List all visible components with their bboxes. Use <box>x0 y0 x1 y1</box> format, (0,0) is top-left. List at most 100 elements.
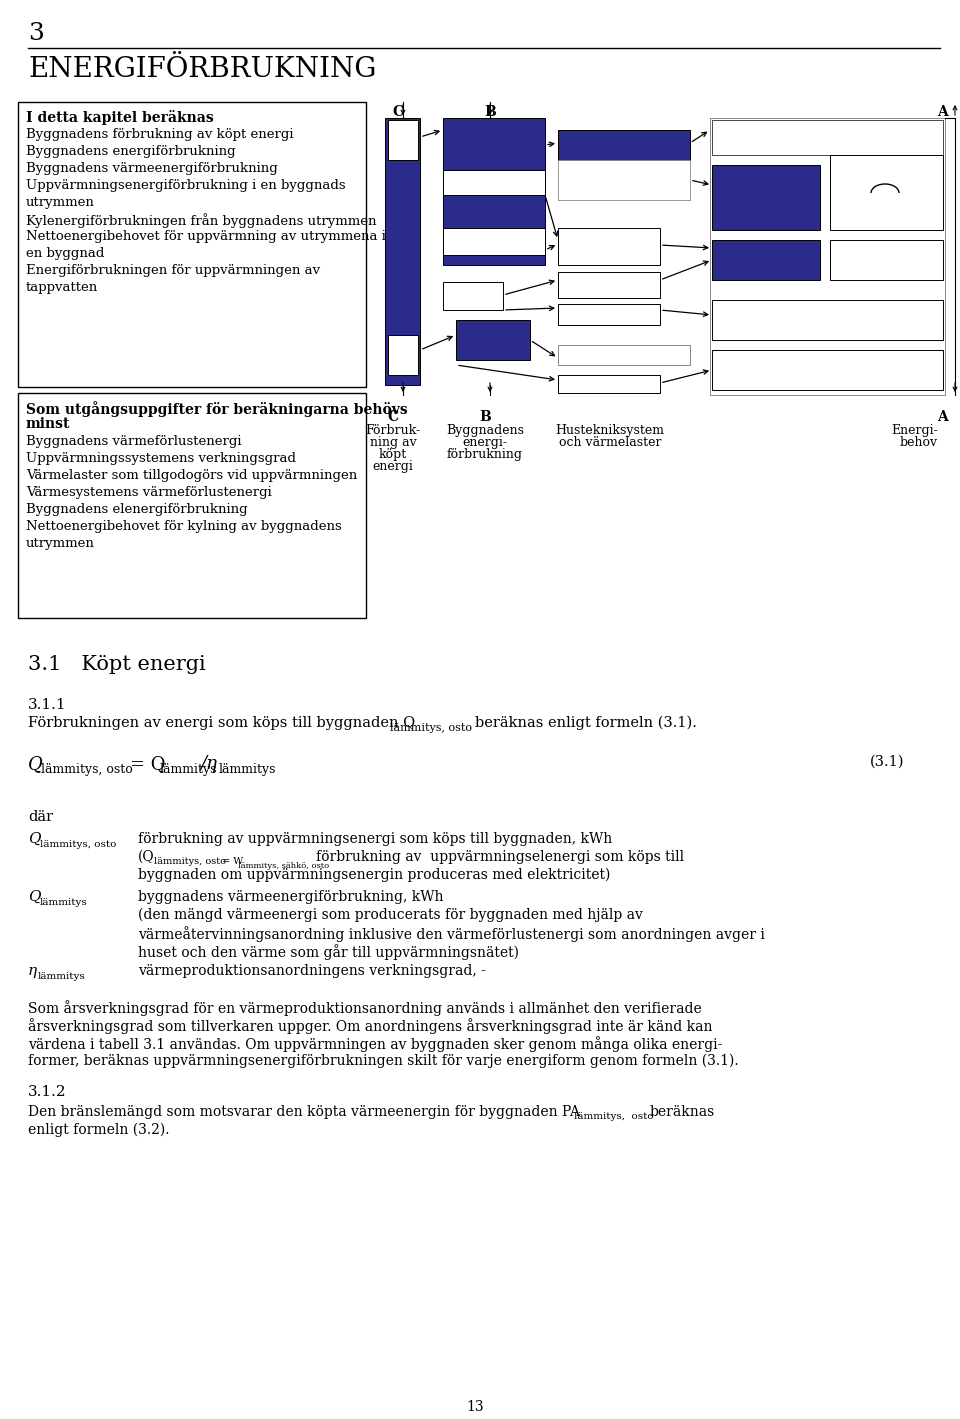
Text: Som årsverkningsgrad för en värmeproduktionsanordning används i allmänhet den ve: Som årsverkningsgrad för en värmeprodukt… <box>28 1000 702 1016</box>
Text: /η: /η <box>200 755 217 773</box>
Text: (den mängd värmeenergi som producerats för byggnaden med hjälp av: (den mängd värmeenergi som producerats f… <box>138 908 643 922</box>
Text: A: A <box>937 410 948 424</box>
Text: Nettoenergibehovet för uppvärmning av utrymmena i: Nettoenergibehovet för uppvärmning av ut… <box>26 230 386 243</box>
Bar <box>712 165 820 230</box>
Bar <box>558 345 690 365</box>
Text: Byggnadens energiförbrukning: Byggnadens energiförbrukning <box>26 145 235 158</box>
Text: Byggnadens elenergiförbrukning: Byggnadens elenergiförbrukning <box>26 502 248 517</box>
Bar <box>558 131 690 160</box>
Text: behov: behov <box>900 436 938 448</box>
Text: köpt: köpt <box>379 448 407 461</box>
Bar <box>388 121 418 160</box>
Text: = W: = W <box>222 857 243 866</box>
Text: förbrukning av uppvärmningsenergi som köps till byggnaden, kWh: förbrukning av uppvärmningsenergi som kö… <box>138 832 612 846</box>
Text: värmeåtervinningsanordning inklusive den värmeförlustenergi som anordningen avge: värmeåtervinningsanordning inklusive den… <box>138 927 765 942</box>
Text: Hustekniksystem: Hustekniksystem <box>556 424 664 437</box>
Text: Uppvärmningssystemens verkningsgrad: Uppvärmningssystemens verkningsgrad <box>26 453 296 465</box>
Text: Som utgångsuppgifter för beräkningarna behövs: Som utgångsuppgifter för beräkningarna b… <box>26 402 408 417</box>
Bar <box>710 118 945 394</box>
Text: Byggnadens värmeenergiförbrukning: Byggnadens värmeenergiförbrukning <box>26 162 277 175</box>
Text: värmeproduktionsanordningens verkningsgrad, -: värmeproduktionsanordningens verkningsgr… <box>138 964 486 978</box>
Text: lämmitys, osto: lämmitys, osto <box>41 763 132 776</box>
Text: C: C <box>393 105 403 119</box>
Text: 3.1.1: 3.1.1 <box>28 698 66 712</box>
Text: Byggnadens: Byggnadens <box>446 424 524 437</box>
Text: lämmitys, osto: lämmitys, osto <box>40 840 116 849</box>
Text: 3: 3 <box>28 23 44 45</box>
Text: beräknas enligt formeln (3.1).: beräknas enligt formeln (3.1). <box>475 717 697 731</box>
Bar <box>558 272 660 298</box>
Text: Byggnadens värmeförlustenergi: Byggnadens värmeförlustenergi <box>26 436 242 448</box>
Text: årsverkningsgrad som tillverkaren uppger. Om anordningens årsverkningsgrad inte : årsverkningsgrad som tillverkaren uppger… <box>28 1017 712 1034</box>
Bar <box>558 375 660 393</box>
Text: lämmitys: lämmitys <box>160 763 218 776</box>
Text: lämmitys: lämmitys <box>40 898 87 907</box>
Text: I detta kapitel beräknas: I detta kapitel beräknas <box>26 111 214 125</box>
Text: 13: 13 <box>467 1401 484 1413</box>
Bar <box>388 335 418 375</box>
Bar <box>830 240 943 280</box>
Text: värdena i tabell 3.1 användas. Om uppvärmningen av byggnaden sker genom många ol: värdena i tabell 3.1 användas. Om uppvär… <box>28 1036 722 1051</box>
Bar <box>712 121 943 155</box>
Text: Förbrukningen av energi som köps till byggnaden Q: Förbrukningen av energi som köps till by… <box>28 717 416 729</box>
Text: Uppvärmningsenergiförbrukning i en byggnads: Uppvärmningsenergiförbrukning i en byggn… <box>26 179 346 192</box>
Text: ning av: ning av <box>370 436 417 448</box>
Text: η: η <box>28 964 37 978</box>
Bar <box>558 160 690 200</box>
Text: 3.1   Köpt energi: 3.1 Köpt energi <box>28 656 205 674</box>
Text: 3.1.2: 3.1.2 <box>28 1086 66 1098</box>
Text: lämmitys,  osto: lämmitys, osto <box>574 1112 654 1121</box>
Bar <box>558 131 690 200</box>
Bar <box>18 393 366 619</box>
Text: byggnadens värmeenergiförbrukning, kWh: byggnadens värmeenergiförbrukning, kWh <box>138 890 444 904</box>
Text: Kylenergiförbrukningen från byggnadens utrymmen: Kylenergiförbrukningen från byggnadens u… <box>26 213 376 228</box>
Text: B: B <box>479 410 491 424</box>
Text: Den bränslemängd som motsvarar den köpta värmeenergin för byggnaden PA: Den bränslemängd som motsvarar den köpta… <box>28 1105 580 1120</box>
Text: och värmelaster: och värmelaster <box>559 436 661 448</box>
Text: tappvatten: tappvatten <box>26 281 98 294</box>
Text: utrymmen: utrymmen <box>26 196 95 209</box>
Text: lämmitys, osto: lämmitys, osto <box>154 857 226 866</box>
Bar <box>443 228 545 255</box>
Text: A: A <box>937 105 948 119</box>
Text: Q: Q <box>28 890 40 904</box>
Text: förbrukning av  uppvärmningselenergi som köps till: förbrukning av uppvärmningselenergi som … <box>316 850 684 864</box>
Text: där: där <box>28 810 53 824</box>
Bar <box>712 240 820 280</box>
Text: förbrukning: förbrukning <box>447 448 523 461</box>
Text: B: B <box>484 105 496 119</box>
Text: Byggnadens förbrukning av köpt energi: Byggnadens förbrukning av köpt energi <box>26 128 294 140</box>
Bar <box>558 304 660 325</box>
Text: minst: minst <box>26 417 70 431</box>
Text: (Q: (Q <box>138 850 155 864</box>
Text: utrymmen: utrymmen <box>26 536 95 551</box>
Text: Värmesystemens värmeförlustenergi: Värmesystemens värmeförlustenergi <box>26 485 272 499</box>
Text: lämmitys: lämmitys <box>38 972 85 981</box>
Text: lämmitys, osto: lämmitys, osto <box>390 724 472 734</box>
Bar <box>712 350 943 390</box>
Bar <box>456 321 530 360</box>
Text: ENERGIFÖRBRUKNING: ENERGIFÖRBRUKNING <box>28 55 376 82</box>
Bar <box>558 228 660 265</box>
Text: energi-: energi- <box>463 436 508 448</box>
Bar <box>443 170 545 194</box>
Text: Nettoenergibehovet för kylning av byggnadens: Nettoenergibehovet för kylning av byggna… <box>26 519 342 534</box>
Text: en byggnad: en byggnad <box>26 247 105 260</box>
Text: = Q: = Q <box>130 755 165 773</box>
Text: lämmitys: lämmitys <box>219 763 276 776</box>
Bar <box>443 118 545 265</box>
Text: lämmitys, sähkö, osto: lämmitys, sähkö, osto <box>238 861 329 870</box>
Text: Förbruk-: Förbruk- <box>366 424 420 437</box>
Bar <box>712 299 943 341</box>
Text: enligt formeln (3.2).: enligt formeln (3.2). <box>28 1122 170 1138</box>
Text: byggnaden om uppvärmningsenergin produceras med elektricitet): byggnaden om uppvärmningsenergin produce… <box>138 868 611 883</box>
Text: Q: Q <box>28 755 43 773</box>
Text: beräknas: beräknas <box>650 1105 715 1120</box>
Text: Värmelaster som tillgodogörs vid uppvärmningen: Värmelaster som tillgodogörs vid uppvärm… <box>26 470 357 482</box>
Text: Energi-: Energi- <box>891 424 938 437</box>
Bar <box>830 155 943 230</box>
Bar <box>18 102 366 387</box>
Text: energi: energi <box>372 460 414 473</box>
Bar <box>385 118 420 385</box>
Text: Q: Q <box>28 832 40 846</box>
